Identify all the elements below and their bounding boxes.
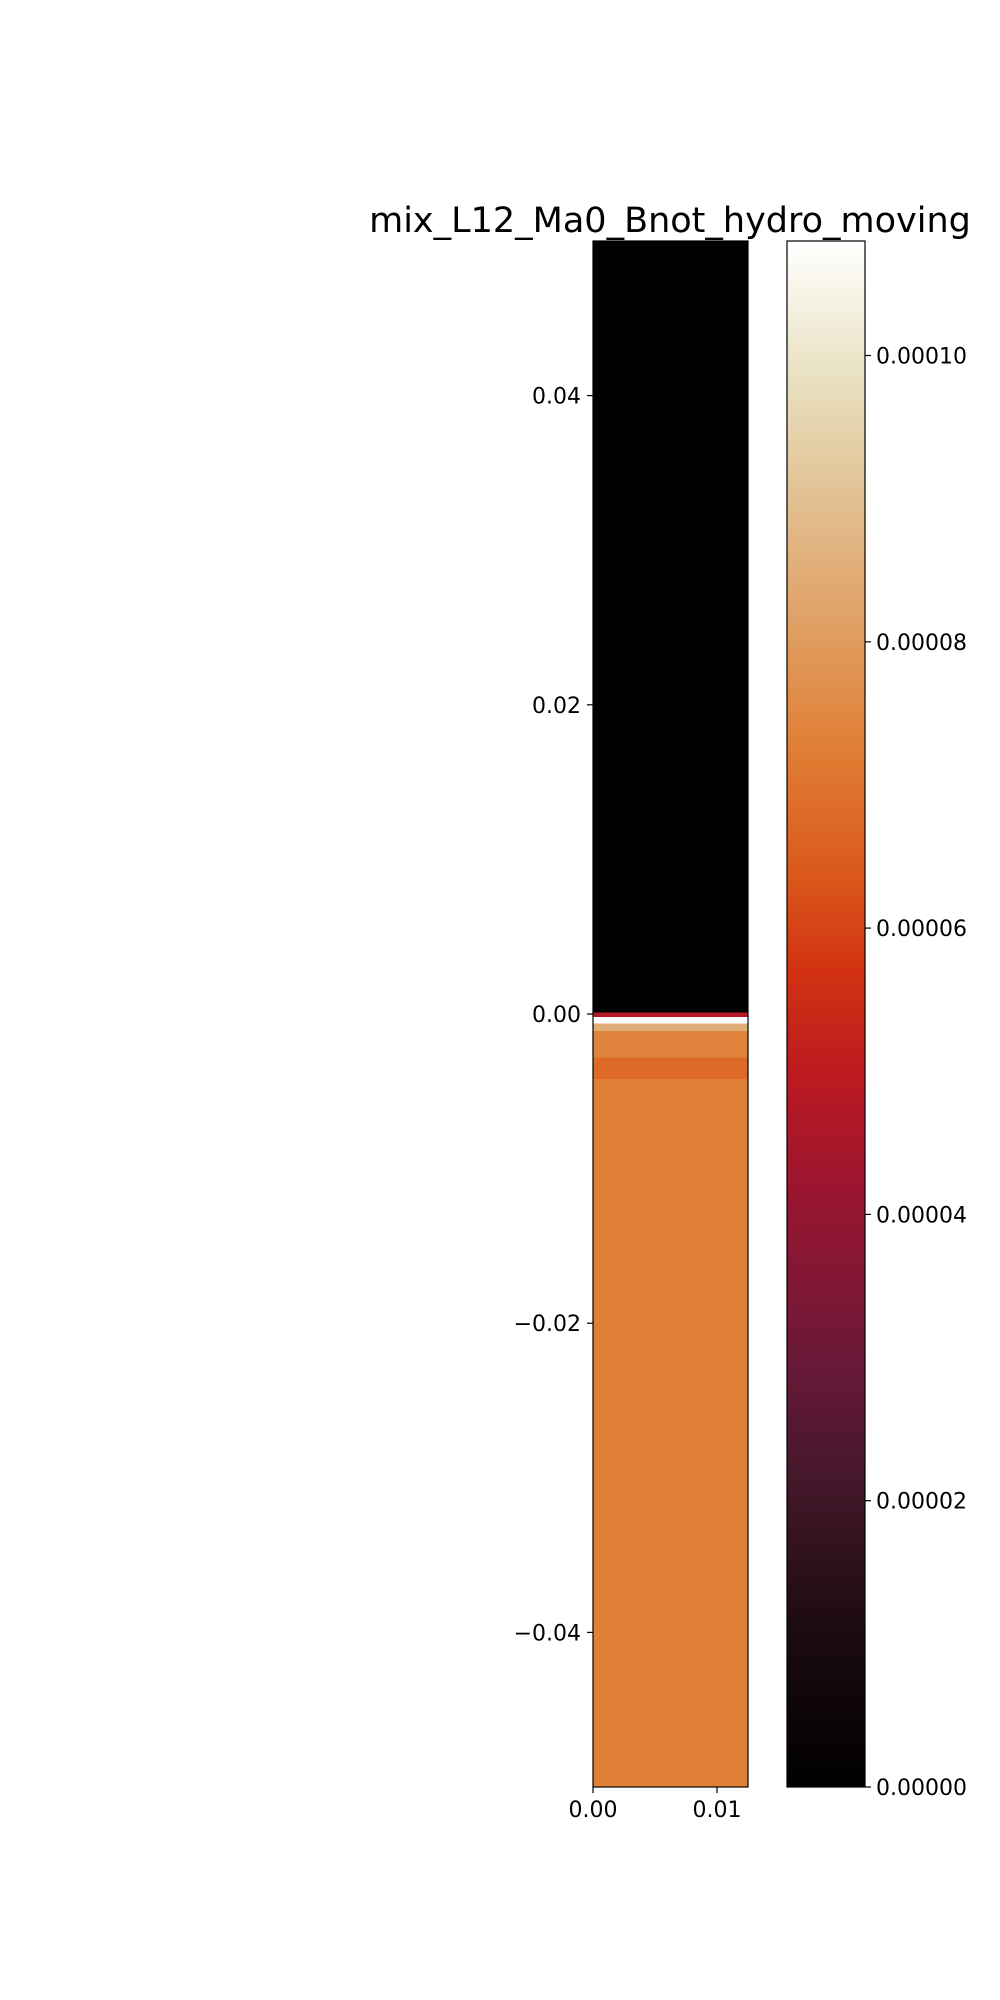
colorbar-gradient: [787, 241, 865, 1787]
colorbar-tick-label: 0.00006: [876, 917, 967, 942]
heatmap-field: [593, 241, 748, 1787]
colorbar-ticks: 0.00000 0.00002 0.00004 0.00006 0.00008 0.000…: [865, 345, 967, 1801]
colorbar-tick-label: 0.00008: [876, 631, 967, 656]
y-tick-label: −0.02: [514, 1312, 581, 1337]
y-tick-label: 0.04: [532, 385, 581, 410]
colorbar-tick-label: 0.00000: [876, 1776, 967, 1801]
colorbar-frame: [786, 240, 866, 1788]
y-tick-label: 0.02: [532, 694, 581, 719]
colorbar-tick-label: 0.00004: [876, 1203, 967, 1228]
colorbar-tick-label: 0.00002: [876, 1490, 967, 1515]
y-tick-label: −0.04: [514, 1621, 581, 1646]
x-tick-label: 0.01: [693, 1798, 742, 1823]
x-axis-ticks: 0.00 0.01: [569, 1787, 742, 1823]
chart-title: mix_L12_Ma0_Bnot_hydro_moving: [369, 201, 971, 241]
colorbar: 0.00000 0.00002 0.00004 0.00006 0.00008 0.000…: [786, 240, 967, 1801]
x-tick-label: 0.00: [569, 1798, 618, 1823]
y-axis-ticks: 0.04 0.02 0.00 −0.02 −0.04: [514, 385, 593, 1646]
heatmap-axes: 0.04 0.02 0.00 −0.02 −0.04 0.00 0.01: [514, 240, 749, 1823]
y-tick-label: 0.00: [532, 1003, 581, 1028]
colorbar-tick-label: 0.00010: [876, 345, 967, 370]
